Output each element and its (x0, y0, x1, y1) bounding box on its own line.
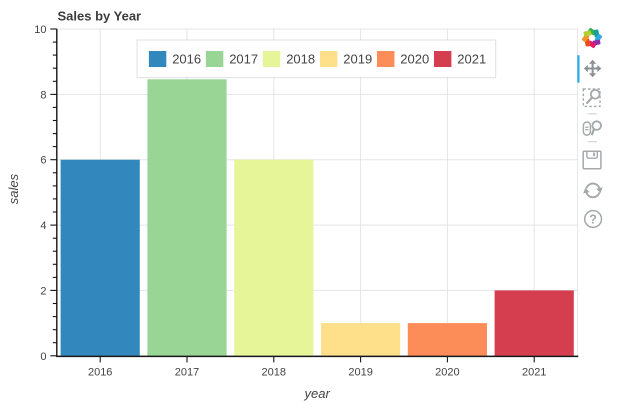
svg-text:8: 8 (40, 89, 46, 101)
svg-text:2016: 2016 (172, 51, 201, 66)
svg-text:0: 0 (40, 351, 46, 363)
svg-text:?: ? (589, 213, 597, 227)
svg-text:2020: 2020 (435, 367, 459, 379)
svg-text:2: 2 (40, 285, 46, 297)
svg-text:2018: 2018 (286, 51, 315, 66)
svg-text:2017: 2017 (175, 367, 199, 379)
svg-text:2018: 2018 (262, 367, 286, 379)
svg-text:2021: 2021 (457, 51, 486, 66)
svg-text:2021: 2021 (522, 367, 546, 379)
svg-text:4: 4 (40, 220, 46, 232)
svg-text:2020: 2020 (400, 51, 429, 66)
svg-text:year: year (304, 386, 331, 401)
svg-text:6: 6 (40, 155, 46, 167)
svg-text:2016: 2016 (88, 367, 112, 379)
svg-text:Sales by Year: Sales by Year (58, 9, 142, 24)
svg-text:2019: 2019 (343, 51, 372, 66)
svg-text:10: 10 (34, 24, 46, 36)
svg-text:2019: 2019 (348, 367, 372, 379)
svg-text:2017: 2017 (229, 51, 258, 66)
svg-text:sales: sales (6, 173, 21, 204)
